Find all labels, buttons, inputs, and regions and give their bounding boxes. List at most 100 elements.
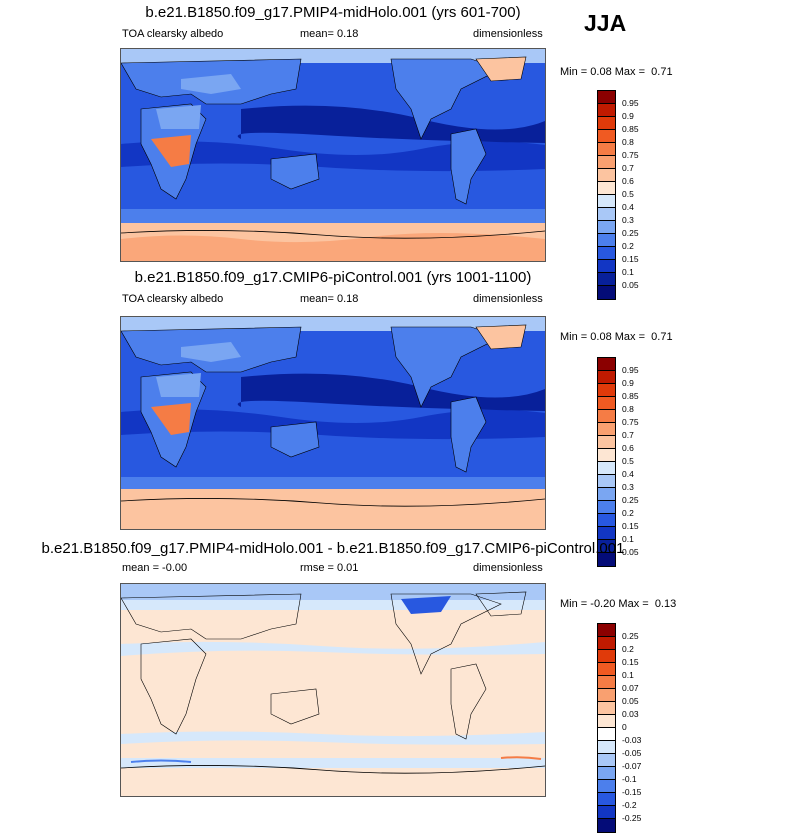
panel-3-mean: mean = -0.00 xyxy=(122,562,188,574)
colorbar-swatch xyxy=(598,260,615,273)
colorbar-swatch xyxy=(598,702,615,715)
colorbar-label: 0.4 xyxy=(622,469,634,479)
panel-2-units: dimensionless xyxy=(473,293,543,305)
panel-1-variable: TOA clearsky albedo xyxy=(122,28,224,40)
panel-3-rmse: rmse = 0.01 xyxy=(300,562,359,574)
panel-3-title: b.e21.B1850.f09_g17.PMIP4-midHolo.001 - … xyxy=(41,540,625,557)
colorbar-swatch xyxy=(598,234,615,247)
colorbar-swatch xyxy=(598,169,615,182)
colorbar-swatch xyxy=(598,410,615,423)
colorbar-swatch xyxy=(598,728,615,741)
colorbar-swatch xyxy=(598,650,615,663)
panel-1-minmax: Min = 0.08 Max = 0.71 xyxy=(560,66,673,78)
colorbar-swatch xyxy=(598,247,615,260)
panel-3-map xyxy=(120,583,546,797)
colorbar-swatch xyxy=(598,358,615,371)
colorbar-swatch xyxy=(598,91,615,104)
colorbar-swatch xyxy=(598,130,615,143)
colorbar-swatch xyxy=(598,371,615,384)
panel-3-minmax: Min = -0.20 Max = 0.13 xyxy=(560,598,677,610)
colorbar-swatch xyxy=(598,741,615,754)
colorbar-swatch xyxy=(598,715,615,728)
colorbar-swatch xyxy=(598,156,615,169)
colorbar-swatch xyxy=(598,819,615,832)
colorbar-label: 0.8 xyxy=(622,404,634,414)
colorbar-swatch xyxy=(598,553,615,566)
colorbar-label: 0 xyxy=(622,722,627,732)
colorbar-label: -0.1 xyxy=(622,774,637,784)
colorbar-label: -0.15 xyxy=(622,787,642,797)
colorbar-label: 0.85 xyxy=(622,124,639,134)
panel-2-variable: TOA clearsky albedo xyxy=(122,293,224,305)
colorbar-swatch xyxy=(598,689,615,702)
colorbar-label: 0.3 xyxy=(622,482,634,492)
panel-1-units: dimensionless xyxy=(473,28,543,40)
colorbar-swatch xyxy=(598,182,615,195)
panel-3-colorbar xyxy=(597,623,616,833)
colorbar-label: 0.05 xyxy=(622,547,639,557)
colorbar-label: 0.6 xyxy=(622,176,634,186)
colorbar-swatch xyxy=(598,384,615,397)
colorbar-label: 0.8 xyxy=(622,137,634,147)
colorbar-label: -0.2 xyxy=(622,800,637,810)
colorbar-swatch xyxy=(598,624,615,637)
colorbar-label: 0.1 xyxy=(622,267,634,277)
colorbar-label: 0.3 xyxy=(622,215,634,225)
colorbar-label: -0.05 xyxy=(622,748,642,758)
colorbar-label: 0.9 xyxy=(622,111,634,121)
panel-2-minmax: Min = 0.08 Max = 0.71 xyxy=(560,331,673,343)
colorbar-label: 0.7 xyxy=(622,163,634,173)
colorbar-swatch xyxy=(598,806,615,819)
colorbar-swatch xyxy=(598,462,615,475)
colorbar-label: 0.15 xyxy=(622,521,639,531)
colorbar-label: -0.25 xyxy=(622,813,642,823)
colorbar-label: -0.07 xyxy=(622,761,642,771)
colorbar-label: -0.03 xyxy=(622,735,642,745)
colorbar-label: 0.03 xyxy=(622,709,639,719)
colorbar-swatch xyxy=(598,208,615,221)
colorbar-label: 0.7 xyxy=(622,430,634,440)
colorbar-label: 0.1 xyxy=(622,670,634,680)
panel-2-title: b.e21.B1850.f09_g17.CMIP6-piControl.001 … xyxy=(134,269,532,286)
colorbar-label: 0.85 xyxy=(622,391,639,401)
colorbar-swatch xyxy=(598,663,615,676)
colorbar-swatch xyxy=(598,286,615,299)
colorbar-label: 0.05 xyxy=(622,696,639,706)
colorbar-label: 0.07 xyxy=(622,683,639,693)
colorbar-label: 0.1 xyxy=(622,534,634,544)
panel-2-mean: mean= 0.18 xyxy=(300,293,359,305)
colorbar-swatch xyxy=(598,540,615,553)
colorbar-swatch xyxy=(598,104,615,117)
panel-1-colorbar xyxy=(597,90,616,300)
panel-2-map xyxy=(120,316,546,530)
colorbar-label: 0.2 xyxy=(622,508,634,518)
colorbar-label: 0.5 xyxy=(622,456,634,466)
colorbar-swatch xyxy=(598,117,615,130)
colorbar-swatch xyxy=(598,221,615,234)
colorbar-swatch xyxy=(598,676,615,689)
colorbar-label: 0.25 xyxy=(622,495,639,505)
colorbar-swatch xyxy=(598,637,615,650)
colorbar-swatch xyxy=(598,501,615,514)
colorbar-label: 0.9 xyxy=(622,378,634,388)
colorbar-swatch xyxy=(598,488,615,501)
colorbar-label: 0.25 xyxy=(622,228,639,238)
colorbar-label: 0.75 xyxy=(622,417,639,427)
colorbar-label: 0.05 xyxy=(622,280,639,290)
colorbar-swatch xyxy=(598,273,615,286)
colorbar-swatch xyxy=(598,423,615,436)
season-label: JJA xyxy=(584,10,627,36)
colorbar-swatch xyxy=(598,436,615,449)
colorbar-swatch xyxy=(598,767,615,780)
colorbar-label: 0.4 xyxy=(622,202,634,212)
colorbar-swatch xyxy=(598,143,615,156)
colorbar-label: 0.2 xyxy=(622,644,634,654)
colorbar-swatch xyxy=(598,754,615,767)
colorbar-label: 0.95 xyxy=(622,98,639,108)
colorbar-label: 0.5 xyxy=(622,189,634,199)
panel-2-colorbar xyxy=(597,357,616,567)
panel-3-units: dimensionless xyxy=(473,562,543,574)
colorbar-swatch xyxy=(598,475,615,488)
colorbar-swatch xyxy=(598,449,615,462)
colorbar-swatch xyxy=(598,397,615,410)
